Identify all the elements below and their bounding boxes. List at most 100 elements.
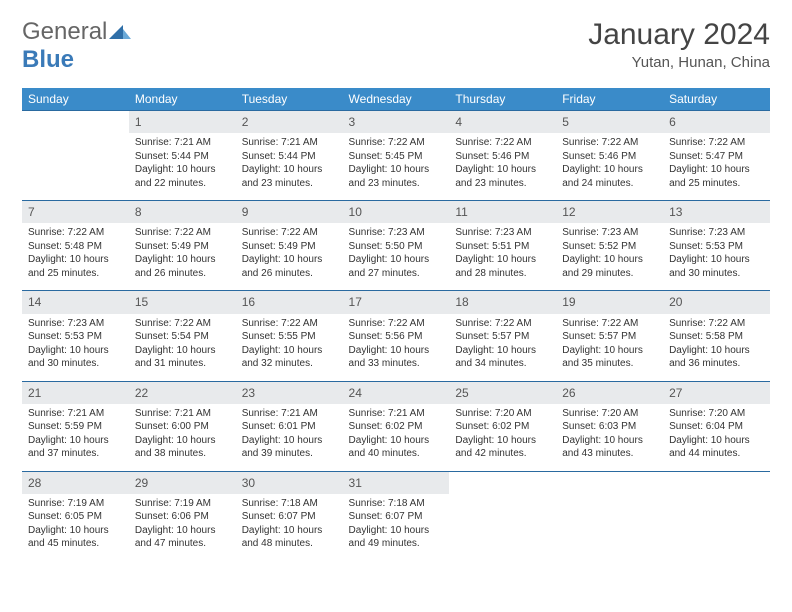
day-cell: Sunrise: 7:22 AMSunset: 5:57 PMDaylight:… [449, 314, 556, 382]
sunrise-text: Sunrise: 7:21 AM [28, 407, 123, 421]
weekday-header: Sunday [22, 88, 129, 111]
sunrise-text: Sunrise: 7:18 AM [349, 497, 444, 511]
sunset-text: Sunset: 5:53 PM [28, 330, 123, 344]
sunset-text: Sunset: 5:49 PM [242, 240, 337, 254]
sunset-text: Sunset: 6:03 PM [562, 420, 657, 434]
daylight-text: Daylight: 10 hours and 25 minutes. [28, 253, 123, 280]
day-number: 23 [236, 381, 343, 404]
day-cell: Sunrise: 7:21 AMSunset: 5:44 PMDaylight:… [236, 133, 343, 201]
sunset-text: Sunset: 5:45 PM [349, 150, 444, 164]
sunset-text: Sunset: 5:57 PM [455, 330, 550, 344]
day-number: 9 [236, 201, 343, 224]
sunrise-text: Sunrise: 7:20 AM [562, 407, 657, 421]
day-number: 20 [663, 291, 770, 314]
sunset-text: Sunset: 6:02 PM [455, 420, 550, 434]
day-cell: Sunrise: 7:22 AMSunset: 5:49 PMDaylight:… [236, 223, 343, 291]
sunrise-text: Sunrise: 7:22 AM [242, 226, 337, 240]
logo: General Blue [22, 18, 131, 74]
daylight-text: Daylight: 10 hours and 44 minutes. [669, 434, 764, 461]
daylight-text: Daylight: 10 hours and 22 minutes. [135, 163, 230, 190]
sunrise-text: Sunrise: 7:22 AM [669, 317, 764, 331]
weekday-header: Friday [556, 88, 663, 111]
day-number: 28 [22, 471, 129, 494]
day-number: 25 [449, 381, 556, 404]
day-number: 6 [663, 111, 770, 134]
day-cell [449, 494, 556, 561]
day-cell: Sunrise: 7:22 AMSunset: 5:47 PMDaylight:… [663, 133, 770, 201]
logo-general: General [22, 18, 107, 45]
logo-icon [109, 18, 131, 46]
calendar-body: 123456Sunrise: 7:21 AMSunset: 5:44 PMDay… [22, 111, 770, 561]
weekday-header: Saturday [663, 88, 770, 111]
sunset-text: Sunset: 5:51 PM [455, 240, 550, 254]
sunset-text: Sunset: 6:00 PM [135, 420, 230, 434]
day-number-row: 78910111213 [22, 201, 770, 224]
day-number: 14 [22, 291, 129, 314]
day-cell: Sunrise: 7:20 AMSunset: 6:03 PMDaylight:… [556, 404, 663, 472]
daylight-text: Daylight: 10 hours and 43 minutes. [562, 434, 657, 461]
day-cell: Sunrise: 7:19 AMSunset: 6:05 PMDaylight:… [22, 494, 129, 561]
sunset-text: Sunset: 5:44 PM [242, 150, 337, 164]
page-header: General Blue January 2024 Yutan, Hunan, … [22, 18, 770, 74]
day-number-row: 28293031 [22, 471, 770, 494]
day-cell [663, 494, 770, 561]
day-number: 21 [22, 381, 129, 404]
day-content-row: Sunrise: 7:21 AMSunset: 5:59 PMDaylight:… [22, 404, 770, 472]
day-number: 1 [129, 111, 236, 134]
sunset-text: Sunset: 5:53 PM [669, 240, 764, 254]
daylight-text: Daylight: 10 hours and 37 minutes. [28, 434, 123, 461]
day-content-row: Sunrise: 7:22 AMSunset: 5:48 PMDaylight:… [22, 223, 770, 291]
sunset-text: Sunset: 5:52 PM [562, 240, 657, 254]
day-cell: Sunrise: 7:23 AMSunset: 5:51 PMDaylight:… [449, 223, 556, 291]
sunrise-text: Sunrise: 7:21 AM [349, 407, 444, 421]
day-number: 30 [236, 471, 343, 494]
day-number [556, 471, 663, 494]
daylight-text: Daylight: 10 hours and 27 minutes. [349, 253, 444, 280]
day-cell: Sunrise: 7:21 AMSunset: 6:00 PMDaylight:… [129, 404, 236, 472]
daylight-text: Daylight: 10 hours and 42 minutes. [455, 434, 550, 461]
sunset-text: Sunset: 6:06 PM [135, 510, 230, 524]
daylight-text: Daylight: 10 hours and 40 minutes. [349, 434, 444, 461]
sunrise-text: Sunrise: 7:22 AM [455, 136, 550, 150]
daylight-text: Daylight: 10 hours and 34 minutes. [455, 344, 550, 371]
sunrise-text: Sunrise: 7:20 AM [455, 407, 550, 421]
sunrise-text: Sunrise: 7:22 AM [242, 317, 337, 331]
sunrise-text: Sunrise: 7:20 AM [669, 407, 764, 421]
day-cell: Sunrise: 7:22 AMSunset: 5:45 PMDaylight:… [343, 133, 450, 201]
daylight-text: Daylight: 10 hours and 49 minutes. [349, 524, 444, 551]
sunset-text: Sunset: 6:04 PM [669, 420, 764, 434]
weekday-header: Wednesday [343, 88, 450, 111]
day-cell: Sunrise: 7:22 AMSunset: 5:57 PMDaylight:… [556, 314, 663, 382]
daylight-text: Daylight: 10 hours and 47 minutes. [135, 524, 230, 551]
day-number: 10 [343, 201, 450, 224]
day-number: 2 [236, 111, 343, 134]
sunrise-text: Sunrise: 7:22 AM [28, 226, 123, 240]
sunset-text: Sunset: 5:55 PM [242, 330, 337, 344]
sunrise-text: Sunrise: 7:22 AM [349, 136, 444, 150]
day-cell: Sunrise: 7:22 AMSunset: 5:46 PMDaylight:… [556, 133, 663, 201]
day-cell: Sunrise: 7:22 AMSunset: 5:58 PMDaylight:… [663, 314, 770, 382]
daylight-text: Daylight: 10 hours and 39 minutes. [242, 434, 337, 461]
daylight-text: Daylight: 10 hours and 33 minutes. [349, 344, 444, 371]
sunrise-text: Sunrise: 7:18 AM [242, 497, 337, 511]
sunrise-text: Sunrise: 7:22 AM [669, 136, 764, 150]
weekday-header: Monday [129, 88, 236, 111]
daylight-text: Daylight: 10 hours and 24 minutes. [562, 163, 657, 190]
daylight-text: Daylight: 10 hours and 32 minutes. [242, 344, 337, 371]
day-number: 24 [343, 381, 450, 404]
sunset-text: Sunset: 5:48 PM [28, 240, 123, 254]
day-number [663, 471, 770, 494]
day-number: 29 [129, 471, 236, 494]
day-cell: Sunrise: 7:21 AMSunset: 6:01 PMDaylight:… [236, 404, 343, 472]
sunset-text: Sunset: 5:49 PM [135, 240, 230, 254]
day-cell: Sunrise: 7:18 AMSunset: 6:07 PMDaylight:… [236, 494, 343, 561]
day-number-row: 123456 [22, 111, 770, 134]
day-number-row: 21222324252627 [22, 381, 770, 404]
day-cell: Sunrise: 7:22 AMSunset: 5:48 PMDaylight:… [22, 223, 129, 291]
day-cell: Sunrise: 7:22 AMSunset: 5:49 PMDaylight:… [129, 223, 236, 291]
sunrise-text: Sunrise: 7:21 AM [242, 136, 337, 150]
weekday-header: Tuesday [236, 88, 343, 111]
daylight-text: Daylight: 10 hours and 23 minutes. [349, 163, 444, 190]
sunrise-text: Sunrise: 7:19 AM [28, 497, 123, 511]
daylight-text: Daylight: 10 hours and 29 minutes. [562, 253, 657, 280]
